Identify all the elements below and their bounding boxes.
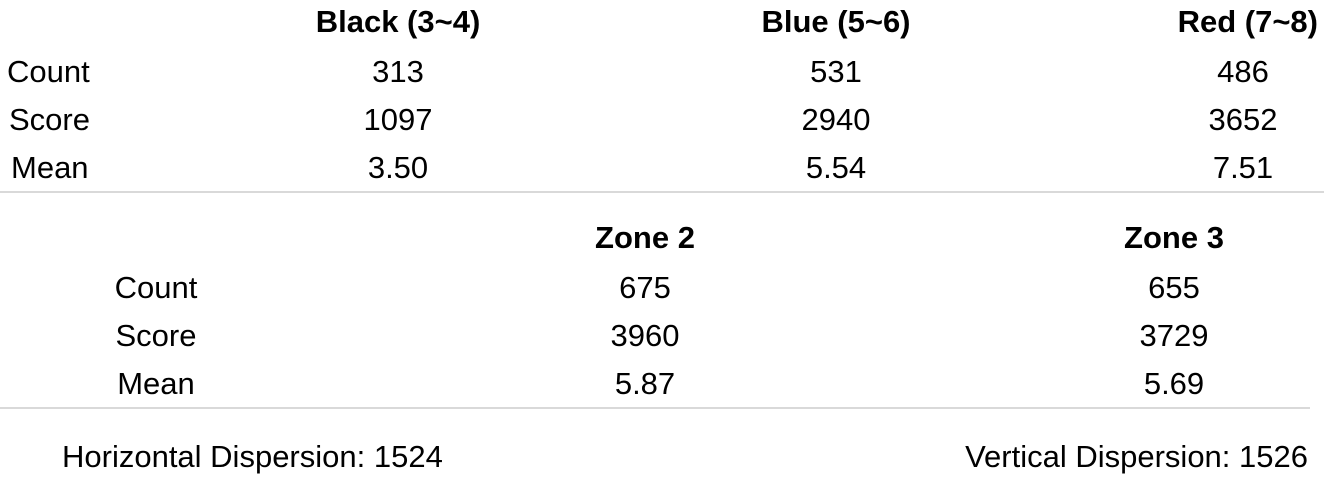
cell-zone2-mean: 5.87 bbox=[614, 366, 676, 401]
zone-row-label-mean: Mean bbox=[117, 366, 195, 401]
header-blue: Blue (5~6) bbox=[761, 4, 911, 39]
zone-row-label-score: Score bbox=[115, 318, 197, 353]
cell-blue-count: 531 bbox=[810, 54, 862, 89]
zone-row-label-count: Count bbox=[114, 270, 198, 305]
divider-top bbox=[0, 191, 1324, 193]
row-label-mean: Mean bbox=[11, 150, 89, 185]
row-label-count: Count bbox=[7, 54, 90, 89]
cell-zone3-mean: 5.69 bbox=[1143, 366, 1205, 401]
cell-red-count: 486 bbox=[1217, 54, 1269, 89]
row-label-score: Score bbox=[9, 102, 90, 137]
cell-red-mean: 7.51 bbox=[1212, 150, 1274, 185]
header-zone-3: Zone 3 bbox=[1124, 220, 1224, 255]
vertical-dispersion: Vertical Dispersion: 1526 bbox=[965, 439, 1308, 474]
cell-black-count: 313 bbox=[372, 54, 424, 89]
cell-blue-score: 2940 bbox=[801, 102, 871, 137]
cell-zone3-count: 655 bbox=[1148, 270, 1200, 305]
header-zone-2: Zone 2 bbox=[595, 220, 695, 255]
cell-zone2-score: 3960 bbox=[610, 318, 680, 353]
header-red: Red (7~8) bbox=[1177, 4, 1318, 39]
header-black: Black (3~4) bbox=[315, 4, 481, 39]
cell-red-score: 3652 bbox=[1208, 102, 1278, 137]
cell-zone3-score: 3729 bbox=[1139, 318, 1209, 353]
cell-blue-mean: 5.54 bbox=[805, 150, 867, 185]
cell-black-mean: 3.50 bbox=[367, 150, 429, 185]
horizontal-dispersion: Horizontal Dispersion: 1524 bbox=[62, 439, 443, 474]
cell-zone2-count: 675 bbox=[619, 270, 671, 305]
cell-black-score: 1097 bbox=[363, 102, 433, 137]
divider-bottom bbox=[0, 407, 1310, 409]
